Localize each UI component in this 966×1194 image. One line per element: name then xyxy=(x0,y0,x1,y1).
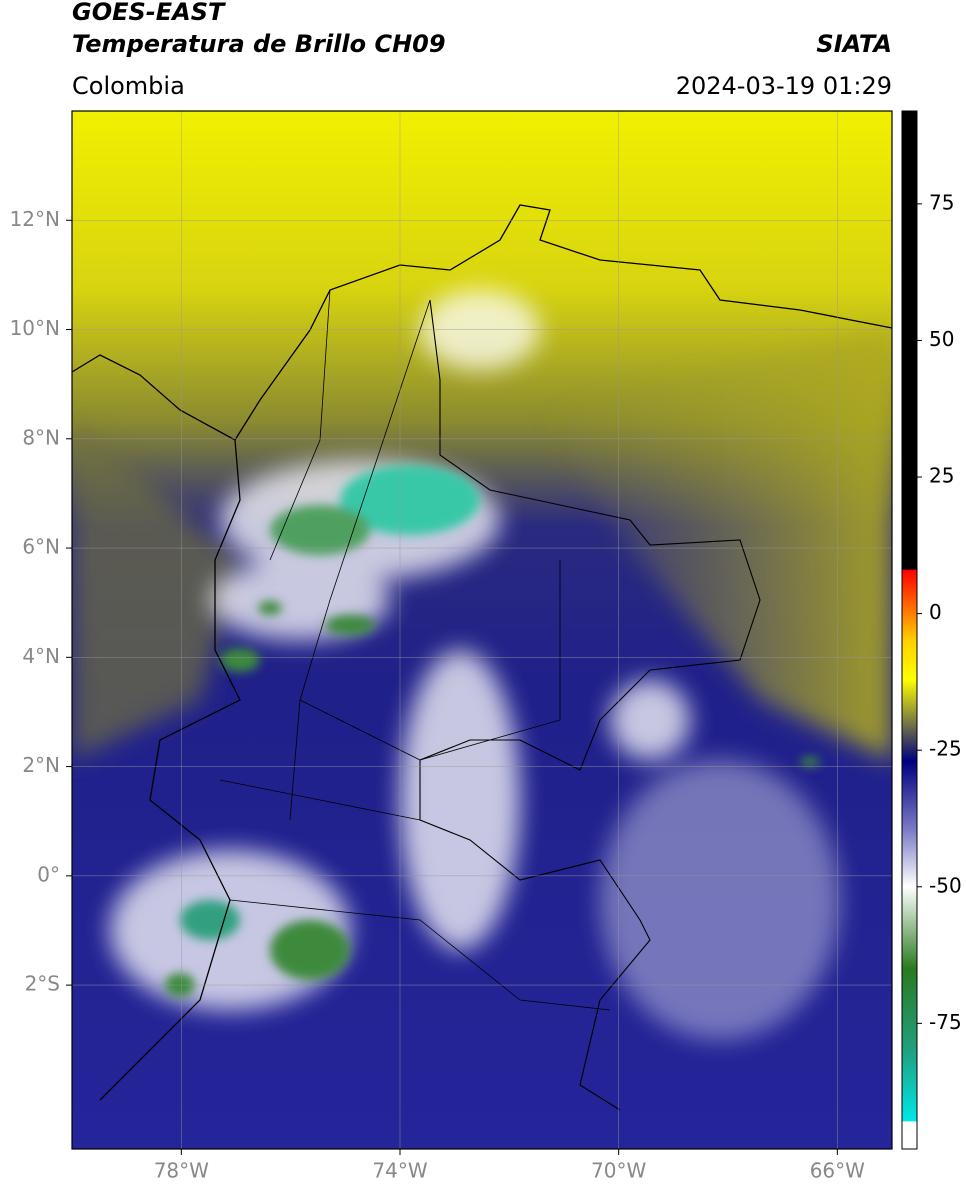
timestamp: 2024-03-19 01:29 xyxy=(676,72,892,100)
title: GOES-EAST xyxy=(72,0,226,26)
colorbar xyxy=(901,110,918,1150)
colorbar-tick-label: -50 xyxy=(929,873,962,897)
colorbar-tick-label: -25 xyxy=(929,737,962,761)
x-tick-label: 74°W xyxy=(372,1159,427,1183)
region: Colombia xyxy=(72,72,185,100)
map-frame xyxy=(71,110,893,1150)
x-tick-label: 78°W xyxy=(154,1159,209,1183)
x-tick-label: 70°W xyxy=(591,1159,646,1183)
y-tick-label: 10°N xyxy=(10,316,60,340)
colorbar-tick-label: 50 xyxy=(929,327,954,351)
colorbar-tick-label: -75 xyxy=(929,1010,962,1034)
y-tick-label: 4°N xyxy=(22,644,60,668)
imagery xyxy=(72,111,892,1149)
x-tick-label: 66°W xyxy=(810,1159,865,1183)
y-tick-label: 2°S xyxy=(25,972,60,996)
colorbar-tick-label: 0 xyxy=(929,600,942,624)
colorbar-tick-label: 25 xyxy=(929,464,954,488)
y-tick-label: 2°N xyxy=(22,753,60,777)
y-tick-label: 6°N xyxy=(22,535,60,559)
source: SIATA xyxy=(816,30,892,58)
subtitle: Temperatura de Brillo CH09 xyxy=(72,30,446,58)
y-tick-label: 12°N xyxy=(10,207,60,231)
colorbar-tick-label: 75 xyxy=(929,190,954,214)
y-tick-label: 0° xyxy=(37,862,60,886)
y-tick-label: 8°N xyxy=(22,425,60,449)
